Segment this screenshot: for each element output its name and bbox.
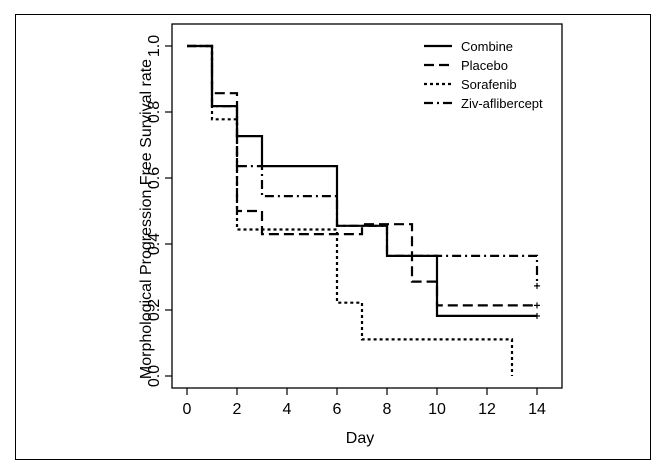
x-tick-label: 8: [383, 401, 392, 418]
series-line-sorafenib: [187, 44, 514, 376]
y-tick-label: 0.4: [146, 233, 163, 255]
x-tick-label: 0: [183, 401, 192, 418]
x-tick-label: 6: [333, 401, 342, 418]
x-tick-label: 4: [283, 401, 292, 418]
y-tick-label: 1.0: [146, 35, 163, 57]
x-tick-label: 2: [233, 401, 242, 418]
censor-mark: [534, 312, 540, 319]
censor-mark: [534, 282, 540, 289]
y-tick-label: 0.0: [146, 365, 163, 387]
plot-area: [171, 23, 563, 389]
y-axis-title: Morphological Progression Free Survival …: [138, 59, 155, 379]
y-tick-label: 0.2: [146, 299, 163, 321]
figure-frame: 0 2 4 6 8 10 12 14 0.0 0.2 0.4 0.6 0.8 1.0 Combine Pl…: [15, 14, 651, 460]
legend: Combine Placebo Sorafenib Ziv-aflibercept: [424, 39, 543, 111]
x-tick-label: 14: [528, 401, 546, 418]
survival-chart: 0 2 4 6 8 10 12 14 0.0 0.2 0.4 0.6 0.8 1.0 Combine Pl…: [138, 23, 563, 447]
legend-label: Ziv-aflibercept: [461, 96, 543, 111]
x-tick-label: 10: [428, 401, 446, 418]
legend-label: Sorafenib: [461, 77, 517, 92]
x-axis-title: Day: [346, 430, 374, 447]
censor-mark: [534, 302, 540, 309]
legend-label: Combine: [461, 39, 513, 54]
series-layer: [187, 44, 540, 376]
y-tick-label: 0.8: [146, 101, 163, 123]
y-tick-label: 0.6: [146, 167, 163, 189]
x-tick-label: 12: [478, 401, 496, 418]
series-line-placebo: [187, 44, 537, 307]
y-axis: 0.0 0.2 0.4 0.6 0.8 1.0: [146, 35, 172, 387]
legend-label: Placebo: [461, 58, 508, 73]
x-axis: 0 2 4 6 8 10 12 14: [183, 388, 546, 418]
